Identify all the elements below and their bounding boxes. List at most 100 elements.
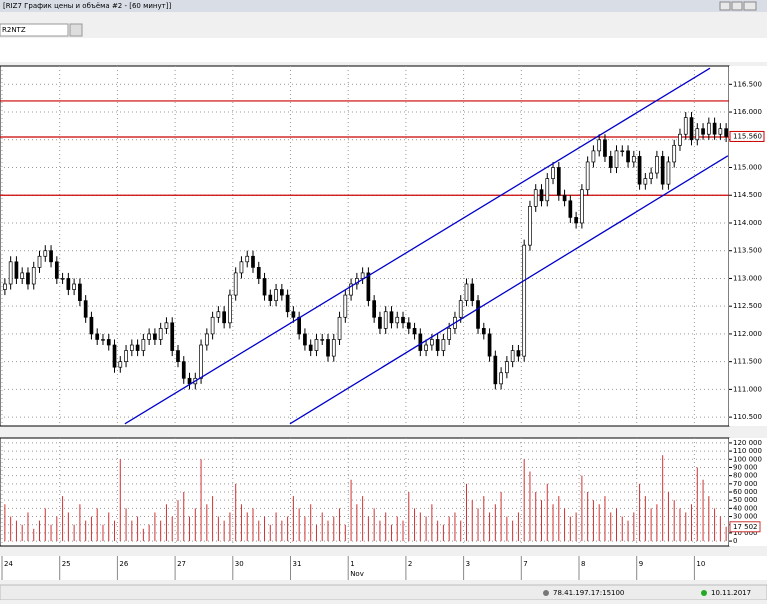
candle-body bbox=[643, 178, 648, 185]
menu-bar bbox=[0, 12, 767, 23]
y-tick-label: 112.000 bbox=[733, 330, 762, 338]
status-bar bbox=[0, 584, 767, 601]
y-tick-label: 50 000 bbox=[733, 496, 758, 504]
candle-body bbox=[124, 350, 128, 363]
candle-body bbox=[331, 339, 336, 357]
candle-body bbox=[660, 156, 665, 185]
candle-body bbox=[285, 294, 290, 313]
close-button[interactable] bbox=[743, 1, 757, 11]
candle-body bbox=[135, 344, 140, 351]
candle-body bbox=[366, 272, 371, 301]
candle-body bbox=[37, 255, 42, 268]
candle-body bbox=[470, 283, 475, 301]
candle-body bbox=[118, 361, 123, 368]
y-tick-label: 90 000 bbox=[733, 463, 758, 471]
y-tick-label: 113.000 bbox=[733, 274, 762, 282]
candle-body bbox=[666, 161, 671, 185]
candle-body bbox=[164, 322, 169, 329]
candle-body bbox=[591, 150, 596, 163]
minimize-button[interactable] bbox=[719, 1, 731, 11]
x-tick-label: 8 bbox=[581, 560, 585, 568]
candle-body bbox=[574, 217, 578, 224]
candle-body bbox=[187, 377, 192, 385]
candle-body bbox=[308, 344, 313, 351]
candle-body bbox=[418, 333, 423, 351]
candle-body bbox=[106, 339, 111, 346]
candle-body bbox=[210, 316, 215, 335]
window-title: [RIZ7 График цены и объёма #2 - [60 мину… bbox=[3, 2, 171, 10]
candle-body bbox=[487, 333, 492, 357]
candle-body bbox=[435, 339, 440, 351]
trend-line bbox=[124, 67, 711, 425]
candle-body bbox=[395, 316, 400, 324]
candle-body bbox=[233, 272, 238, 296]
y-tick-label: 30 000 bbox=[733, 513, 758, 521]
candle-body bbox=[533, 189, 538, 207]
title-bar bbox=[0, 0, 767, 12]
candle-body bbox=[597, 139, 602, 152]
candle-body bbox=[268, 294, 273, 301]
candle-body bbox=[239, 261, 244, 274]
candle-body bbox=[585, 161, 590, 191]
candle-body bbox=[689, 117, 694, 141]
candle-body bbox=[326, 339, 330, 357]
candle-body bbox=[26, 272, 30, 285]
symbol-text: R2NTZ bbox=[2, 26, 26, 34]
candle-body bbox=[464, 283, 469, 301]
candle-body bbox=[712, 122, 717, 135]
candle-body bbox=[360, 272, 365, 279]
candle-body bbox=[447, 328, 452, 340]
candle-body bbox=[545, 178, 550, 202]
candle-body bbox=[551, 167, 555, 179]
symbol-combo[interactable] bbox=[0, 23, 69, 37]
y-tick-label: 100 000 bbox=[733, 455, 762, 463]
candle-body bbox=[303, 333, 307, 346]
candle-body bbox=[158, 328, 163, 340]
candle-body bbox=[101, 339, 105, 341]
candle-body bbox=[383, 311, 388, 329]
x-tick-label: 2 bbox=[408, 560, 412, 568]
candle-body bbox=[476, 300, 480, 329]
toolbar-button[interactable] bbox=[69, 23, 83, 37]
candle-body bbox=[678, 133, 682, 146]
last-price-box bbox=[729, 130, 765, 142]
y-tick-label: 113.500 bbox=[733, 247, 762, 255]
candle-body bbox=[147, 333, 151, 340]
y-tick-label: 10 000 bbox=[733, 529, 758, 537]
candle-body bbox=[424, 344, 428, 351]
candle-body bbox=[245, 255, 250, 263]
last-volume-label: 17 502 bbox=[733, 523, 758, 531]
candle-body bbox=[89, 316, 94, 335]
month-label: Nov bbox=[350, 570, 364, 578]
server-address: 78.41.197.17:15100 bbox=[553, 589, 624, 597]
candle-body bbox=[83, 300, 88, 318]
y-tick-label: 111.000 bbox=[733, 385, 762, 393]
candle-body bbox=[20, 272, 25, 279]
price-axis bbox=[729, 66, 767, 426]
candle-body bbox=[706, 122, 711, 135]
y-tick-label: 115.000 bbox=[733, 164, 762, 172]
candle-body bbox=[401, 316, 405, 324]
candle-body bbox=[406, 322, 411, 329]
candle-body bbox=[199, 344, 203, 379]
candle-body bbox=[274, 289, 278, 301]
x-tick-label: 27 bbox=[177, 560, 186, 568]
candle-body bbox=[314, 339, 319, 351]
y-tick-label: 110.500 bbox=[733, 413, 762, 421]
candle-body bbox=[343, 294, 348, 318]
candle-body bbox=[631, 156, 636, 163]
candle-body bbox=[522, 244, 527, 357]
x-tick-label: 25 bbox=[62, 560, 71, 568]
x-tick-label: 3 bbox=[466, 560, 470, 568]
candle-body bbox=[78, 283, 82, 301]
candle-body bbox=[279, 289, 284, 296]
y-tick-label: 112.500 bbox=[733, 302, 762, 310]
candle-body bbox=[441, 339, 446, 351]
connection-icon bbox=[701, 590, 707, 596]
x-tick-label: 1 bbox=[350, 560, 354, 568]
candle-body bbox=[262, 278, 267, 296]
candle-body bbox=[129, 344, 134, 351]
maximize-button[interactable] bbox=[731, 1, 743, 11]
candle-body bbox=[718, 128, 723, 135]
candle-body bbox=[49, 250, 53, 263]
